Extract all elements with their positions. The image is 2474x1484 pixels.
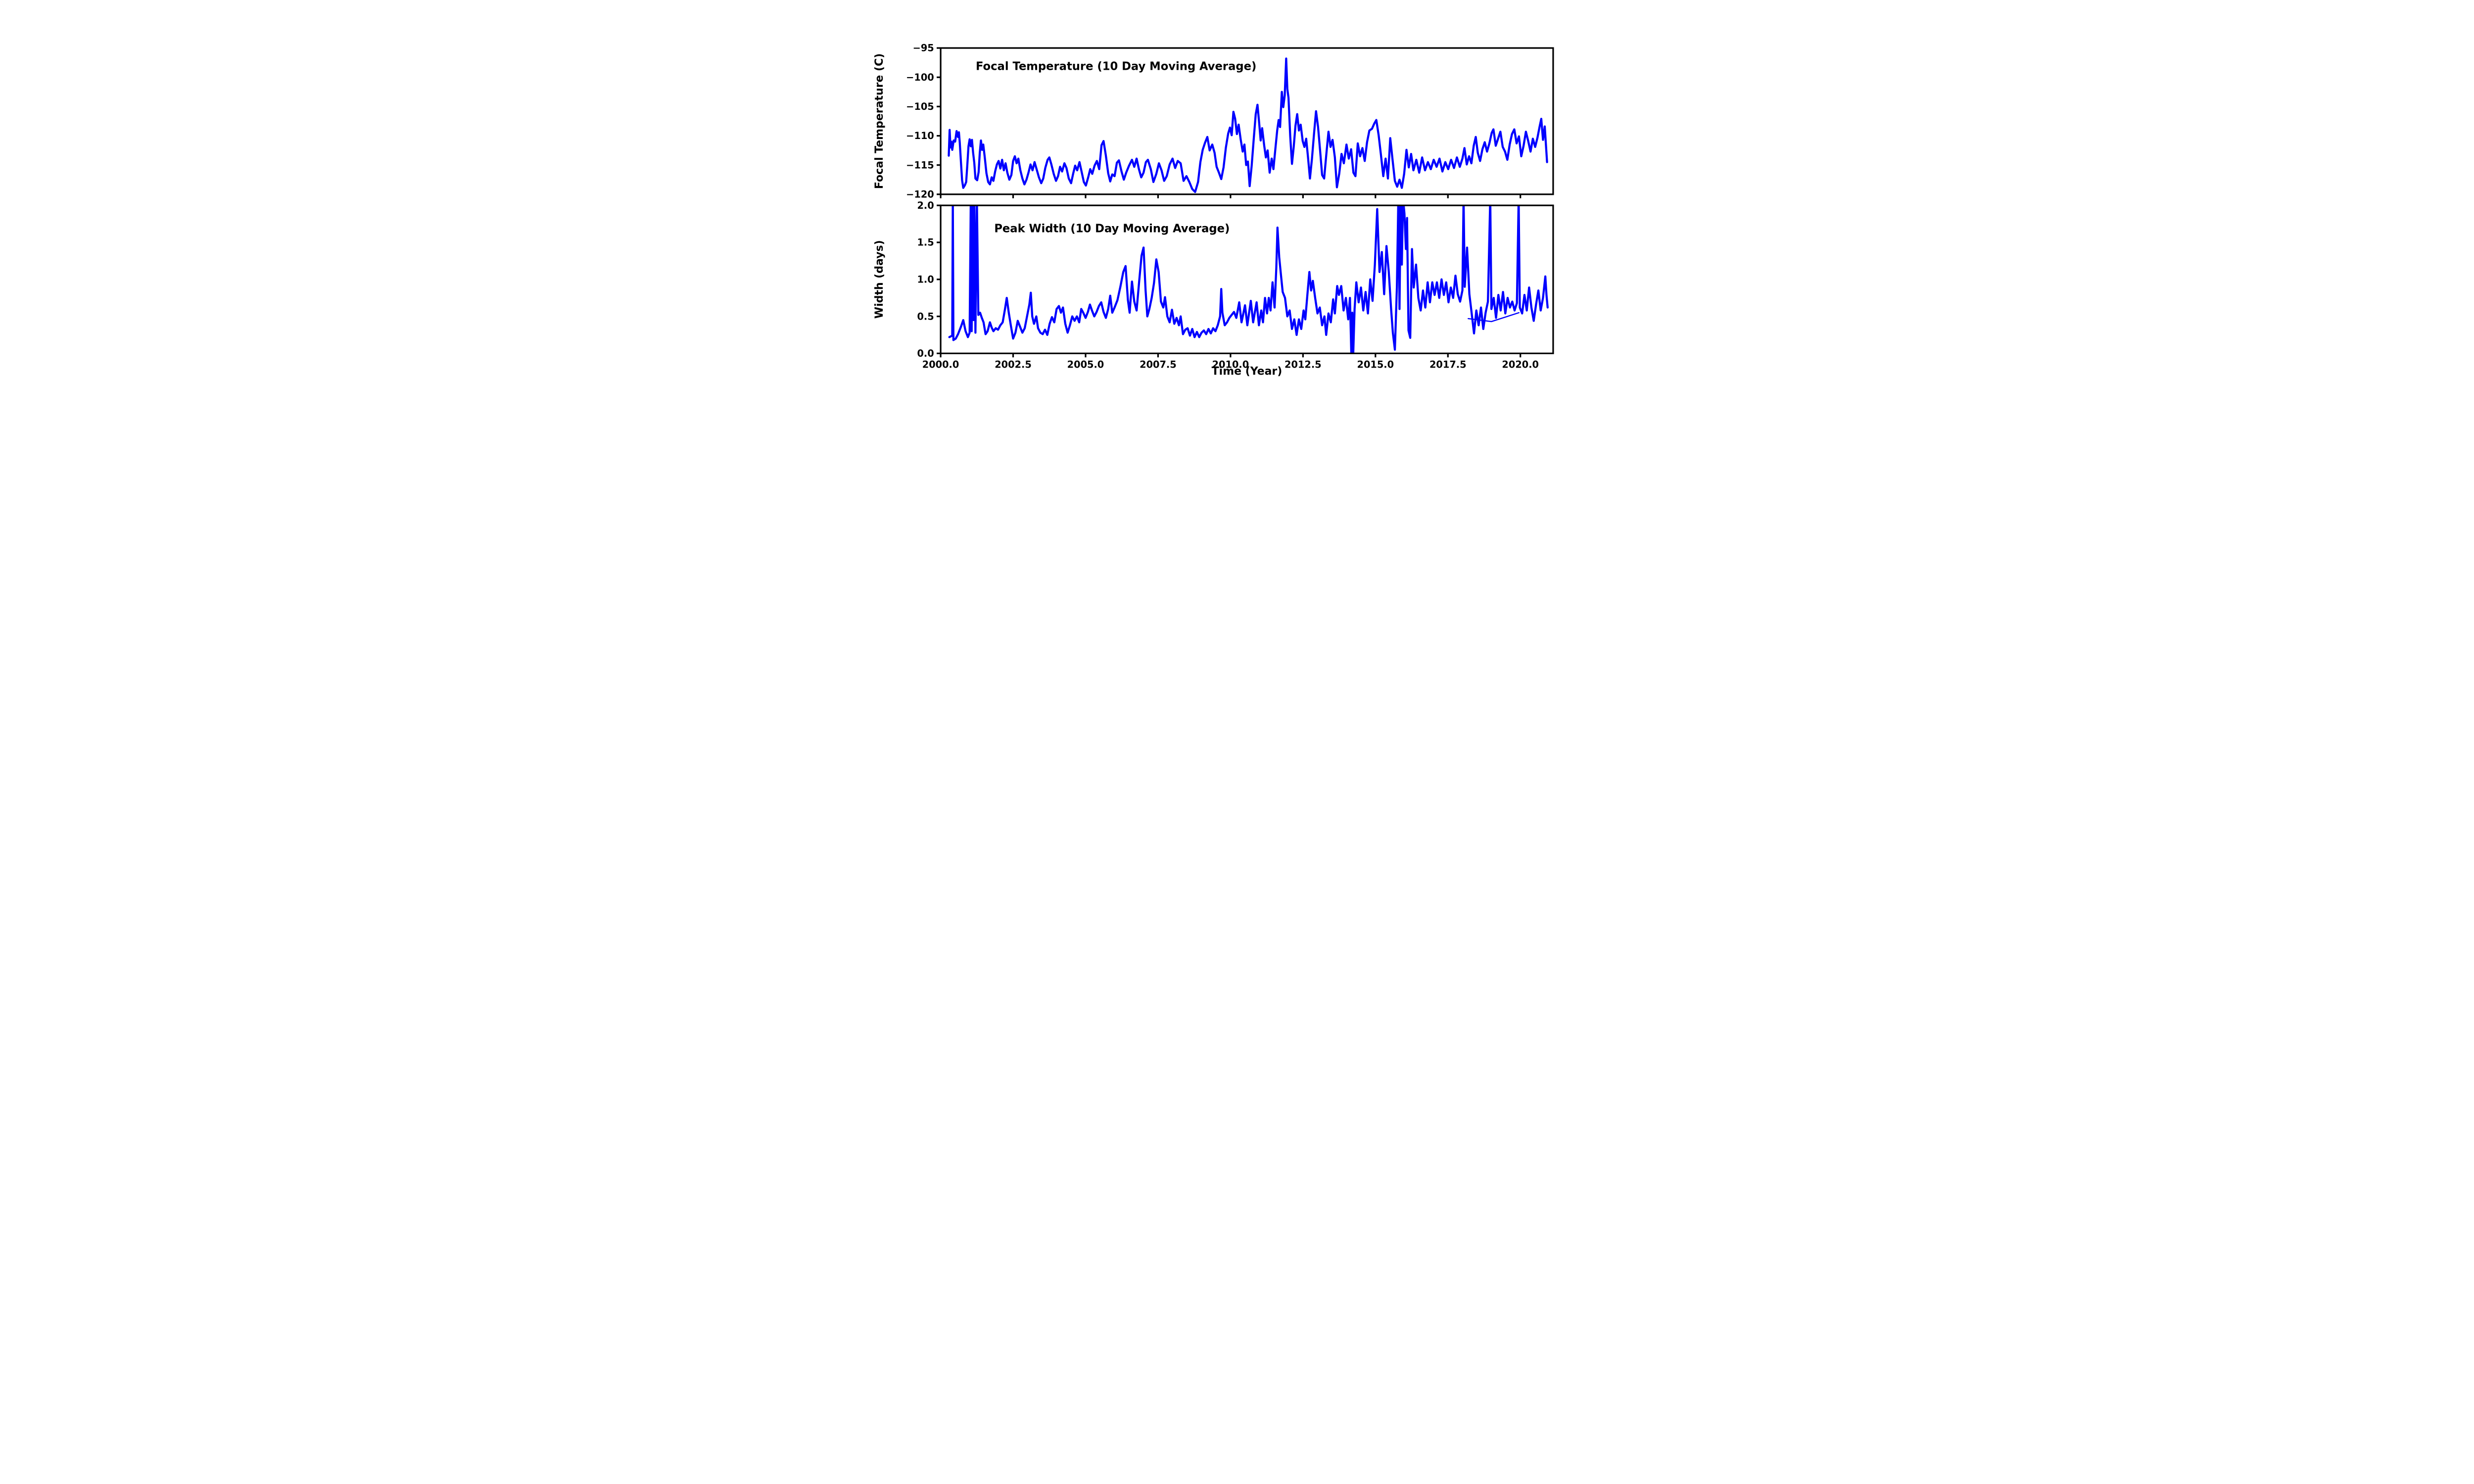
x-tick-label: 2000.0 (922, 359, 959, 371)
y-tick-label: 0.5 (917, 311, 934, 322)
width-y-axis-label: Width (days) (873, 240, 886, 319)
y-tick-label: −110 (906, 130, 934, 141)
peak_width-line (948, 205, 1549, 354)
temperature-axes: −95 −100 −105 −110 −115 −120 Focal Temperatur… (873, 43, 1554, 200)
width-axes-border (940, 204, 1554, 354)
temperature-chart-title: Focal Temperature (10 Day Moving Average… (976, 60, 1256, 73)
width-plot-area (948, 205, 1549, 354)
y-tick-label: 1.5 (917, 237, 934, 248)
y-tick-label: 0.0 (917, 348, 934, 359)
temperature-plot-area (948, 57, 1548, 193)
x-tick-label: 2015.0 (1357, 359, 1394, 371)
smooth_overlap_segment-line (1468, 312, 1520, 323)
y-tick-label: −115 (906, 159, 934, 171)
y-tick-label: 2.0 (917, 200, 934, 211)
width-axis-ticks: 0.0 0.5 1.0 1.5 2.0 2000.0 2002.5 2005.0 2007.5 2… (917, 200, 1539, 371)
y-tick-label: −95 (913, 43, 934, 54)
y-tick-label: 1.0 (917, 274, 934, 285)
x-tick-label: 2012.5 (1285, 359, 1322, 371)
x-axis-label: Time (Year) (1212, 365, 1283, 377)
figure-canvas: −95 −100 −105 −110 −115 −120 Focal Temperatur… (841, 0, 1633, 396)
x-tick-label: 2020.0 (1502, 359, 1539, 371)
x-tick-label: 2017.5 (1429, 359, 1467, 371)
width-chart-title: Peak Width (10 Day Moving Average) (994, 222, 1230, 235)
x-tick-label: 2002.5 (995, 359, 1032, 371)
width-axes: 0.0 0.5 1.0 1.5 2.0 2000.0 2002.5 2005.0 2007.5 2… (873, 200, 1554, 377)
y-tick-label: −120 (906, 188, 934, 200)
x-tick-label: 2005.0 (1067, 359, 1104, 371)
y-tick-label: −100 (906, 72, 934, 83)
y-tick-label: −105 (906, 101, 934, 112)
x-tick-label: 2010.0 (1212, 359, 1249, 371)
temperature-axes-border (940, 47, 1554, 195)
figure-background (841, 0, 1633, 396)
temperature-y-axis-label: Focal Temperature (C) (873, 53, 886, 189)
matplotlib-figure: −95 −100 −105 −110 −115 −120 Focal Temperatur… (841, 0, 1633, 396)
focal_temperature-line (948, 57, 1548, 193)
x-tick-label: 2007.5 (1140, 359, 1177, 371)
